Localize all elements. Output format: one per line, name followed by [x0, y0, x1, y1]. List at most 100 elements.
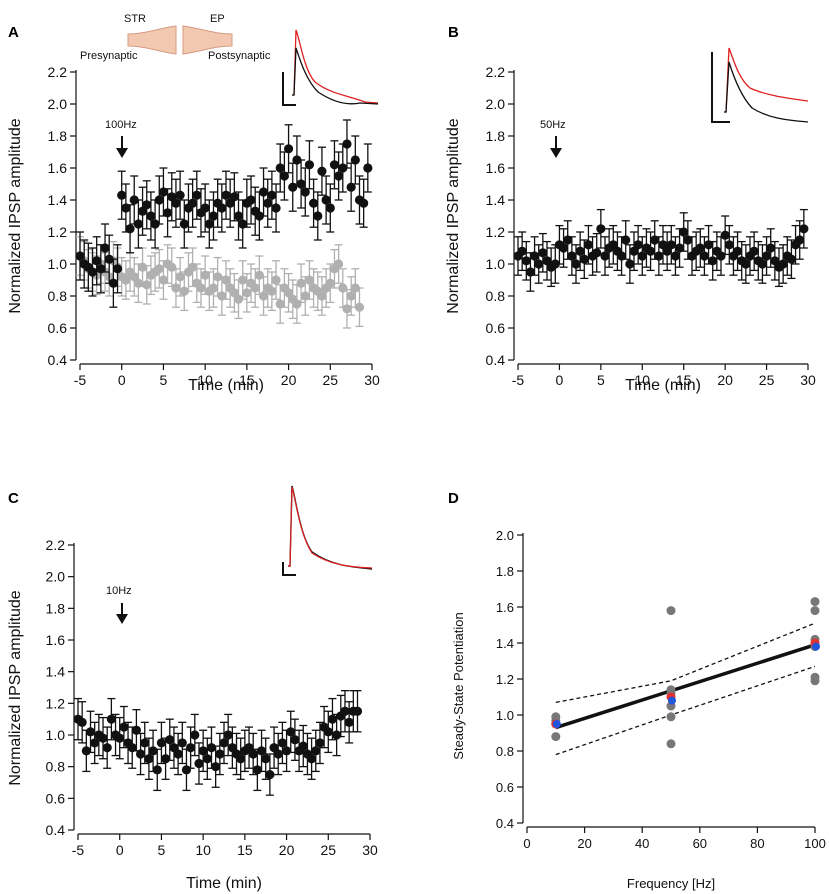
data-point: [142, 200, 152, 210]
data-point: [229, 192, 239, 202]
data-point: [592, 248, 602, 258]
stim-annotation-a: 100Hz: [105, 119, 137, 158]
data-point: [85, 727, 96, 737]
schematic-postsynaptic-label: Postsynaptic: [208, 50, 271, 62]
data-point: [300, 187, 310, 197]
scale-bar-a: [282, 72, 296, 106]
x-tick-label: 15: [237, 842, 253, 858]
data-point: [323, 727, 333, 737]
data-point: [135, 749, 146, 759]
data-point: [810, 672, 820, 682]
x-tick-label: 30: [800, 372, 816, 388]
data-point: [583, 240, 594, 250]
y-tick-label: 0.8: [496, 744, 514, 759]
data-point: [716, 251, 726, 261]
x-axis-label: Time (min): [186, 875, 262, 892]
series-black: [75, 119, 373, 308]
data-point: [179, 286, 189, 296]
data-point: [190, 730, 200, 740]
stim-label-a: 100Hz: [105, 119, 137, 131]
trace-red-a: [292, 29, 379, 104]
data-point: [256, 746, 267, 756]
data-point: [252, 765, 262, 775]
y-tick-label: 0.6: [486, 320, 506, 336]
x-tick-label: 30: [362, 842, 378, 858]
trace-black-a: [292, 47, 379, 105]
series-gray: [75, 236, 365, 329]
data-point: [258, 291, 269, 301]
data-point: [600, 251, 610, 261]
stim-label-b: 50Hz: [540, 119, 566, 131]
y-tick-label: 1.4: [46, 664, 66, 680]
series-black: [513, 208, 809, 292]
data-point: [77, 717, 87, 727]
y-tick-label: 0.8: [486, 288, 506, 304]
data-point: [127, 743, 137, 753]
data-point: [221, 275, 231, 285]
y-tick-label: 0.6: [46, 790, 66, 806]
data-point: [315, 738, 325, 748]
data-point: [192, 190, 202, 200]
y-tick-label: 2.2: [48, 64, 68, 80]
data-point: [354, 302, 365, 312]
y-tick-label: 0.4: [48, 352, 68, 368]
data-point: [338, 283, 348, 293]
data-point: [275, 163, 285, 173]
data-point: [188, 262, 198, 272]
y-axis-label: Normalized IPSP amplitude: [445, 118, 462, 313]
data-point: [206, 743, 217, 753]
data-point: [179, 219, 189, 229]
panel-c: 0.4 0.6 0.8 1.0 1.2 1.4 1.6 1.8 2.0 2.2 -5 0 5 10 15 20…: [7, 537, 378, 892]
data-point: [795, 235, 805, 245]
data-point: [327, 714, 338, 724]
data-point: [233, 294, 244, 304]
y-tick-label: 1.8: [48, 128, 68, 144]
x-axis-label: Time (min): [625, 377, 701, 394]
data-point: [165, 735, 175, 745]
data-point: [292, 299, 302, 309]
data-point: [292, 155, 302, 165]
data-point: [175, 190, 185, 200]
data-point: [96, 264, 106, 274]
x-tick-label: 10: [197, 372, 213, 388]
trace-red-b: [724, 47, 809, 113]
data-point: [311, 746, 321, 756]
data-point: [571, 259, 581, 269]
y-tick-label: 1.6: [486, 160, 506, 176]
y-tick-label: 1.4: [48, 192, 68, 208]
data-point: [334, 259, 344, 269]
data-point: [732, 246, 743, 256]
stim-arrow-head-b: [550, 148, 562, 158]
data-point: [708, 256, 718, 266]
data-point: [521, 256, 531, 266]
y-tick-label: 0.8: [48, 288, 68, 304]
x-tick-label: 60: [693, 836, 707, 851]
x-tick-label: 0: [556, 372, 564, 388]
data-point: [338, 163, 348, 173]
data-point: [325, 203, 335, 213]
data-point: [215, 749, 225, 759]
synapse-schematic: STR EP Presynaptic Postsynaptic: [80, 13, 271, 62]
data-point: [81, 746, 91, 756]
x-tick-label: 25: [759, 372, 775, 388]
data-point: [342, 139, 352, 149]
postsynaptic-terminal: [182, 25, 233, 55]
data-point: [98, 733, 108, 743]
scale-bar-b: [711, 52, 730, 123]
x-tick-label: 25: [320, 842, 336, 858]
data-point: [279, 171, 289, 181]
data-point: [525, 267, 536, 277]
data-point: [563, 235, 573, 245]
panel-a: 0.4 0.6 0.8 1.0 1.2 1.4 1.6 1.8 2.0 2.2 -5 0 5 10 15 20…: [7, 64, 380, 394]
x-tick-label: 40: [635, 836, 649, 851]
data-point: [129, 195, 139, 205]
y-tick-label: 0.8: [46, 759, 66, 775]
y-tick-label: 0.4: [486, 352, 506, 368]
data-point: [810, 597, 820, 607]
data-point: [340, 706, 350, 716]
data-point: [298, 741, 308, 751]
data-point: [761, 251, 772, 261]
data-point: [334, 171, 344, 181]
data-point: [267, 286, 277, 296]
regression-line: [555, 643, 816, 730]
